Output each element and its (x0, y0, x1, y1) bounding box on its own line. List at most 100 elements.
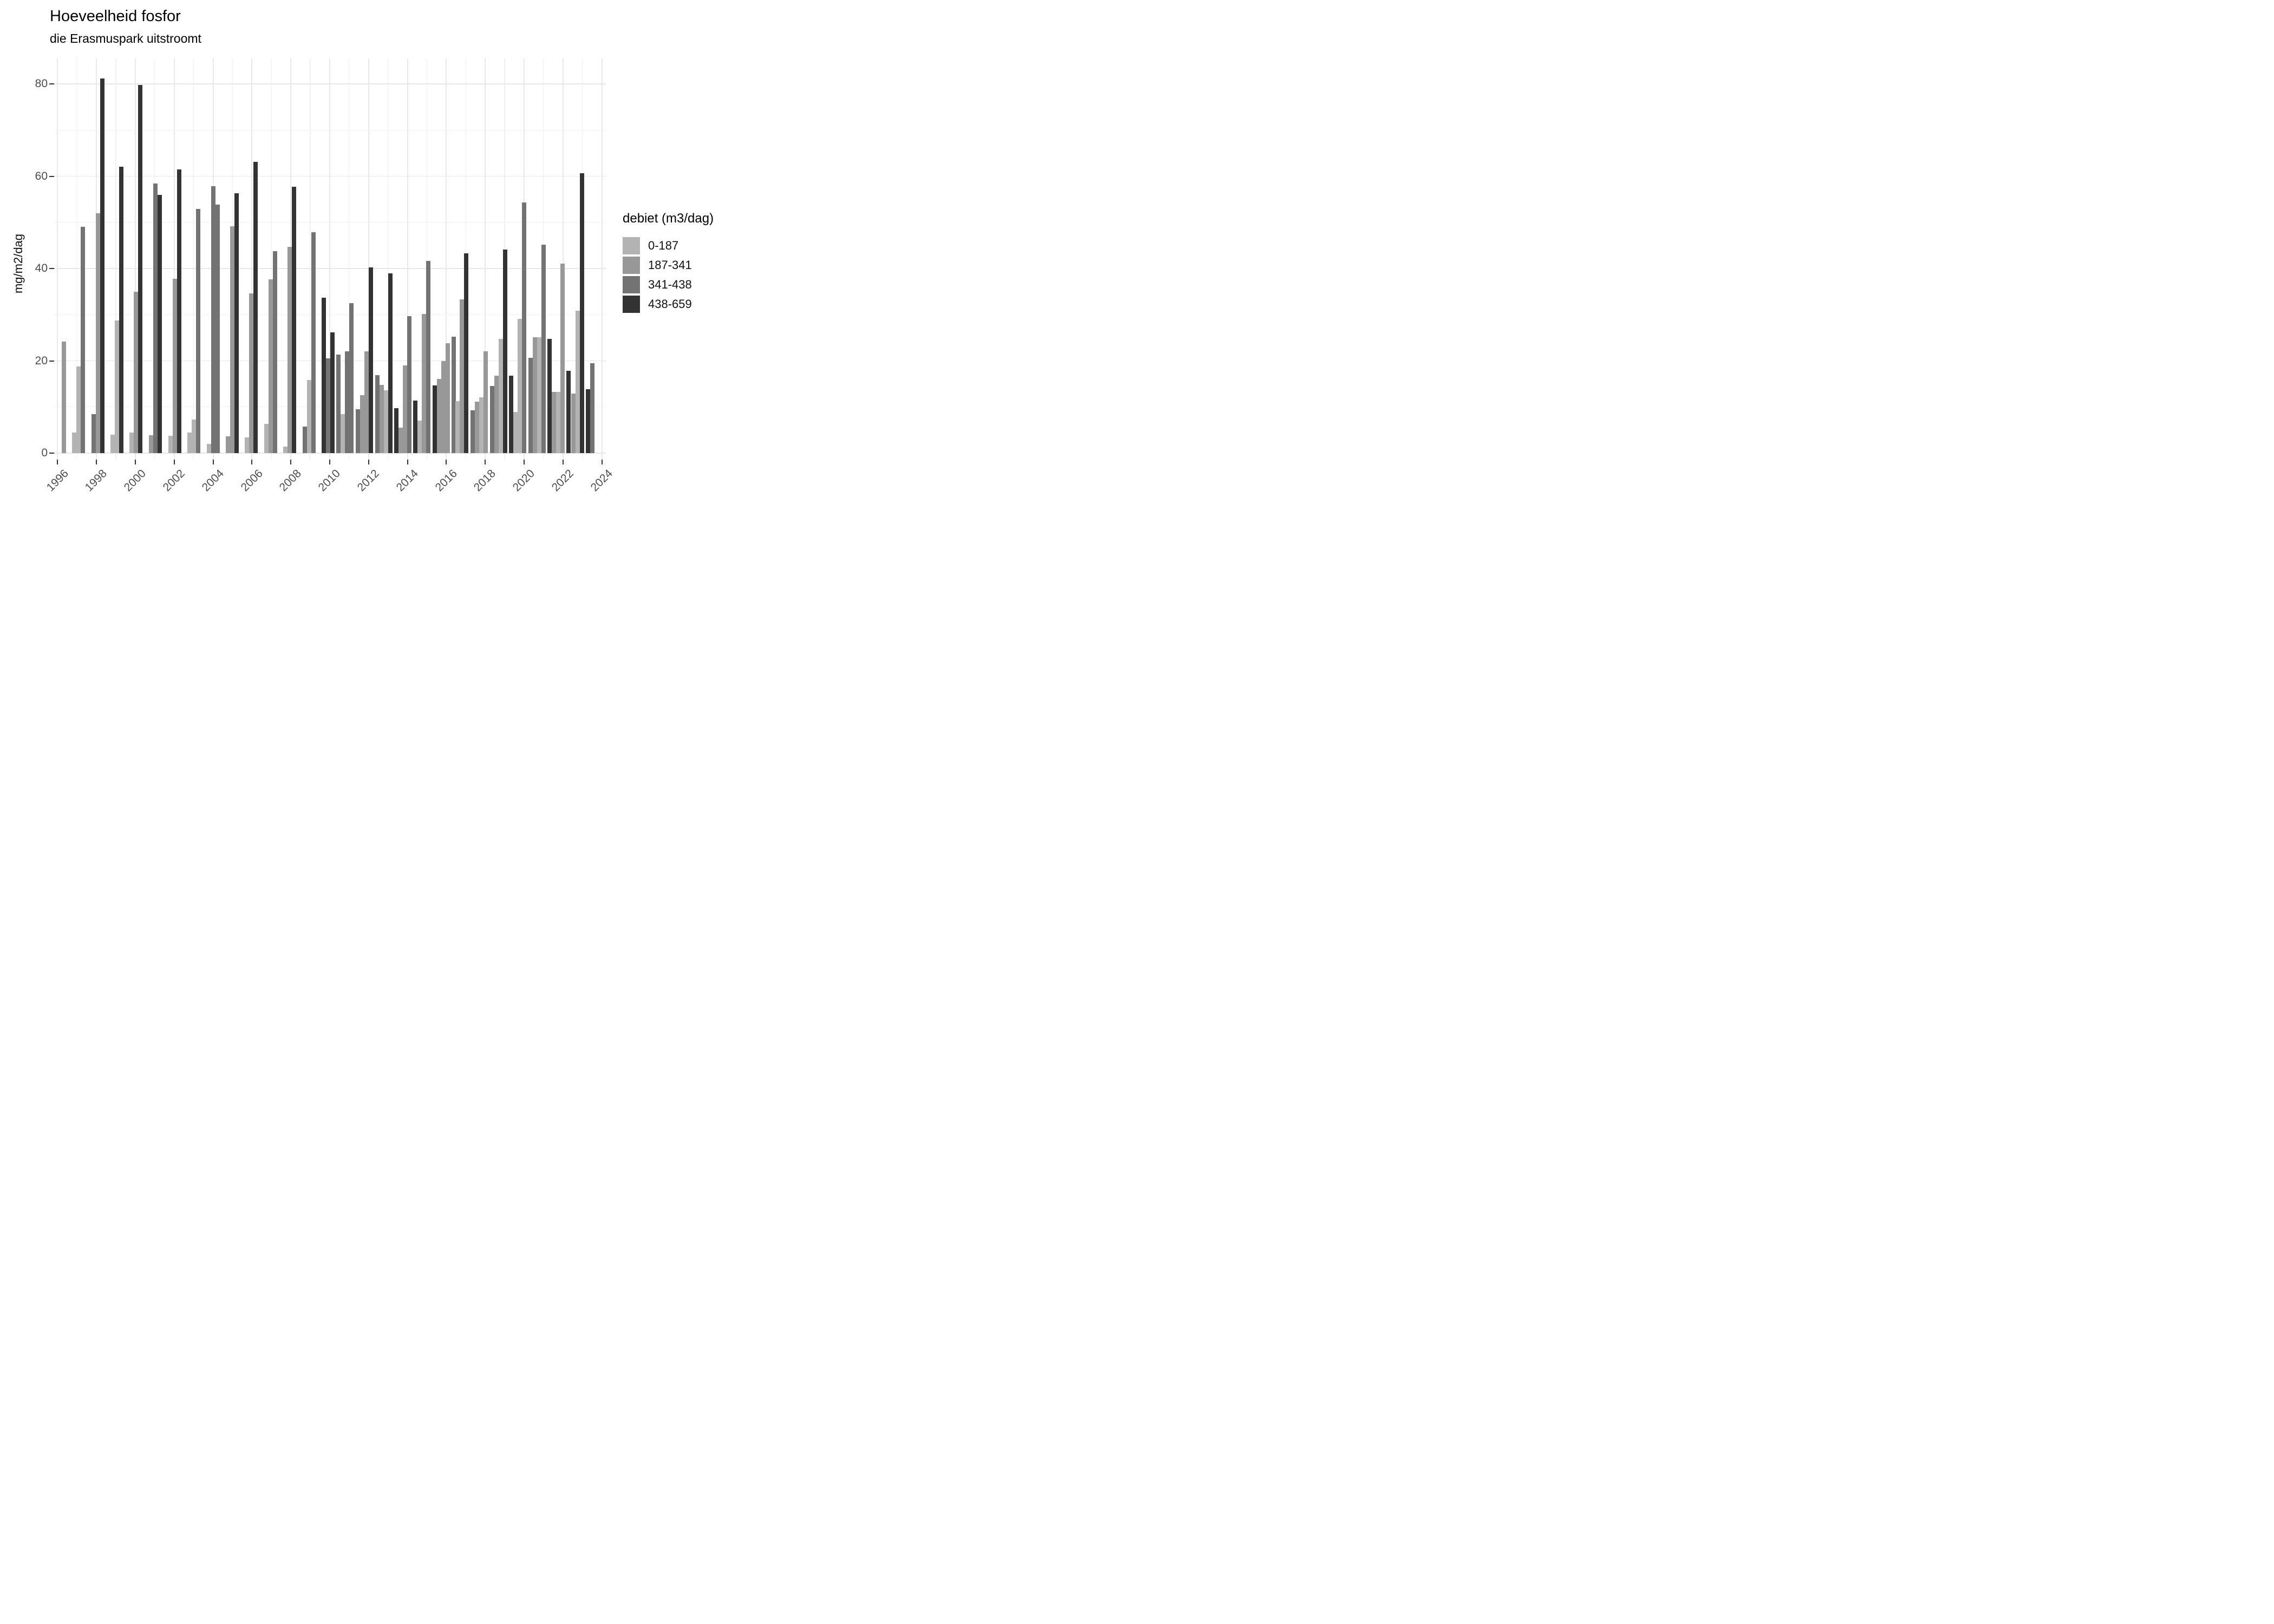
bar (360, 395, 364, 453)
bar (471, 410, 475, 453)
x-axis-tick (601, 460, 603, 464)
y-axis-tick (49, 83, 54, 84)
x-tick-label: 2006 (238, 467, 265, 494)
gridline-vertical-major (329, 58, 330, 460)
bar (503, 250, 507, 453)
bar (321, 297, 326, 453)
legend-swatch (623, 237, 640, 254)
bar (541, 244, 546, 453)
bar (72, 432, 77, 453)
x-tick-label: 2012 (355, 467, 382, 494)
gridline-vertical-major (446, 58, 447, 460)
gridline-vertical-major (601, 58, 603, 460)
x-axis-tick (446, 460, 447, 464)
bar (579, 173, 584, 453)
gridline-vertical-major (407, 58, 408, 460)
bar (76, 366, 81, 453)
x-axis-tick (96, 460, 97, 464)
bar (134, 292, 139, 453)
bar (475, 401, 479, 453)
bar (138, 84, 143, 453)
chart-title: Hoeveelheid fosfor (50, 8, 181, 25)
bar (426, 260, 431, 453)
legend-item: 187-341 (623, 257, 755, 274)
bar (92, 414, 96, 453)
bar (451, 337, 456, 453)
legend-swatch (623, 257, 640, 274)
bar (566, 371, 571, 453)
bar (115, 320, 120, 453)
bar (432, 385, 437, 453)
bar (206, 443, 211, 453)
gridline-vertical-minor (115, 58, 116, 460)
chart-subtitle: die Erasmuspark uitstroomt (50, 31, 201, 45)
y-tick-label: 60 (35, 169, 48, 182)
x-axis-tick (407, 460, 408, 464)
bar (571, 394, 576, 453)
y-tick-label: 0 (41, 447, 48, 459)
bar (383, 390, 388, 453)
x-axis-tick (212, 460, 214, 464)
bar (356, 409, 360, 453)
bar (292, 187, 296, 453)
y-tick-label: 40 (35, 262, 48, 274)
legend-item: 438-659 (623, 296, 755, 313)
gridline-vertical-major (368, 58, 369, 460)
bar (586, 389, 590, 453)
x-axis-tick (562, 460, 564, 464)
bar (158, 195, 162, 453)
x-tick-label: 2014 (394, 467, 421, 494)
bar (234, 193, 239, 453)
y-axis-tick (49, 268, 54, 269)
bar (345, 351, 350, 453)
gridline-vertical-minor (193, 58, 194, 460)
legend-item: 341-438 (623, 276, 755, 293)
bar (552, 391, 556, 453)
bar (110, 434, 115, 453)
bar (245, 437, 249, 453)
x-tick-label: 2024 (588, 467, 615, 494)
bar (483, 351, 488, 453)
bar (272, 251, 277, 453)
y-axis-tick (49, 360, 54, 362)
x-axis-tick (290, 460, 292, 464)
bar (302, 426, 307, 453)
bar (394, 408, 398, 453)
gridline-vertical-major (57, 58, 58, 460)
bar (509, 375, 514, 453)
bar (499, 339, 503, 453)
legend-label: 187-341 (648, 258, 692, 272)
bar (268, 279, 273, 453)
bar (590, 363, 594, 453)
gridline-horizontal-major (54, 268, 606, 269)
legend-title: debiet (m3/dag) (623, 211, 714, 226)
bar (192, 419, 196, 453)
bar (177, 169, 181, 453)
bar (215, 205, 220, 453)
bar (494, 375, 499, 453)
x-tick-label: 2020 (510, 467, 538, 494)
bar (287, 246, 292, 453)
legend-label: 438-659 (648, 297, 692, 311)
bar (445, 343, 450, 453)
legend-items: 0-187 187-341 341-438 438-659 (623, 237, 755, 313)
bar (311, 232, 316, 453)
bar (168, 435, 173, 453)
bar (211, 186, 215, 453)
y-axis-tick (49, 453, 54, 454)
bar (436, 378, 441, 453)
x-axis-tick (523, 460, 525, 464)
x-axis-tick (485, 460, 486, 464)
bar (537, 337, 541, 453)
bar (479, 397, 483, 453)
bar (364, 351, 369, 453)
bar (325, 358, 330, 453)
gridline-vertical-major (173, 58, 175, 460)
x-tick-label: 2004 (199, 467, 226, 494)
gridline-vertical-minor (271, 58, 272, 460)
bar (149, 435, 154, 453)
legend-item: 0-187 (623, 237, 755, 254)
bar (422, 314, 427, 453)
bar (81, 227, 86, 453)
bar (417, 421, 422, 453)
